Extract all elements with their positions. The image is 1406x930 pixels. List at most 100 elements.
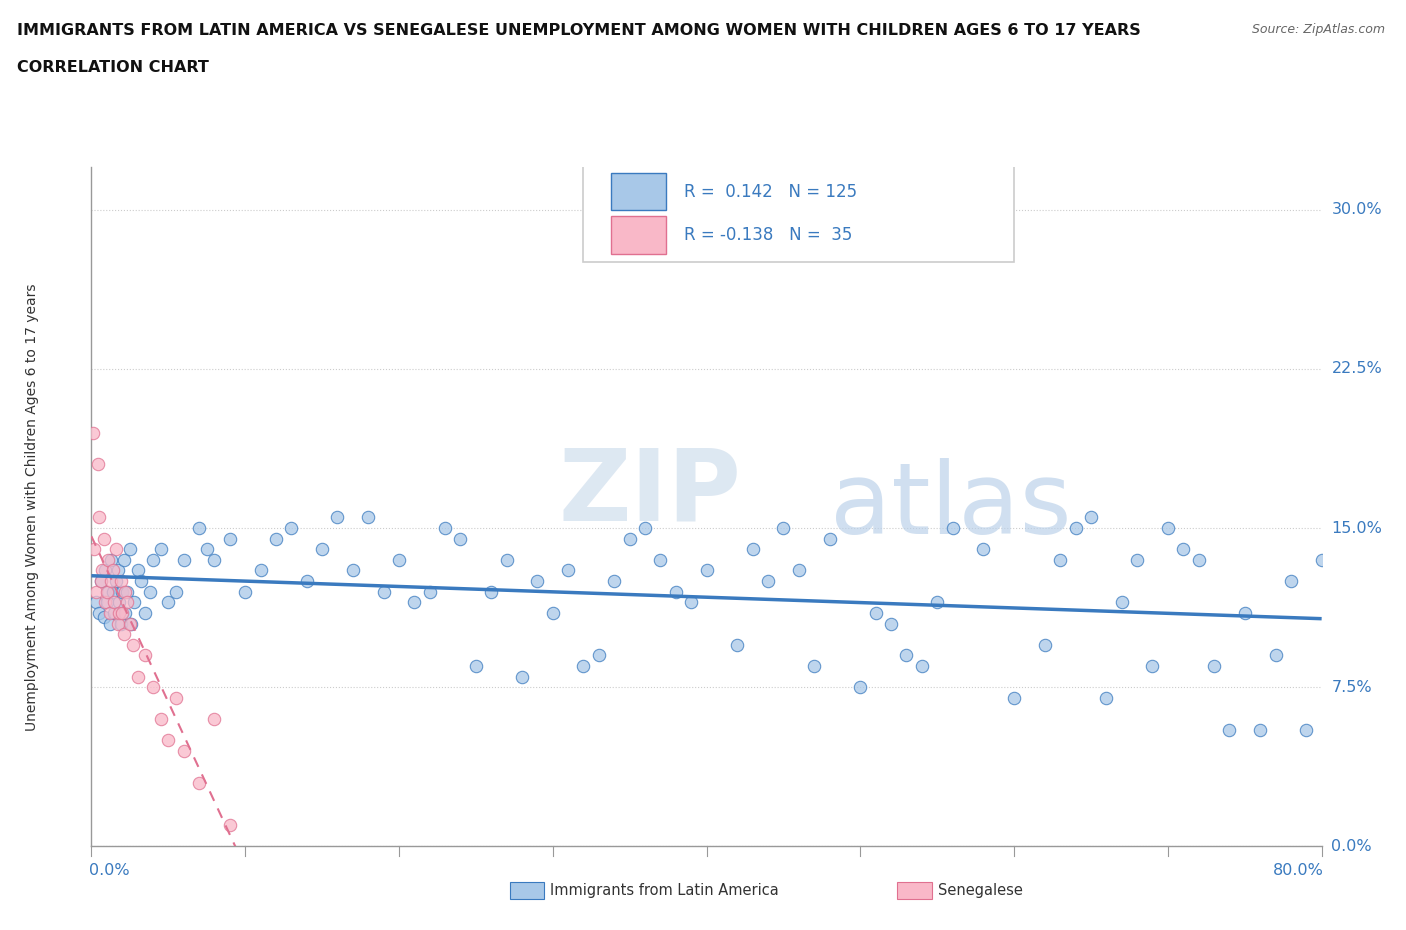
Text: CORRELATION CHART: CORRELATION CHART xyxy=(17,60,208,75)
Point xyxy=(434,521,457,536)
Point xyxy=(1033,637,1056,652)
Point xyxy=(1080,510,1102,525)
Point xyxy=(97,552,120,567)
Point xyxy=(326,510,349,525)
Point xyxy=(112,552,135,567)
Point xyxy=(114,584,136,599)
Point xyxy=(118,616,141,631)
Point xyxy=(87,510,110,525)
Point xyxy=(1187,552,1209,567)
Point xyxy=(264,531,287,546)
Point xyxy=(188,776,211,790)
Point xyxy=(94,563,117,578)
FancyBboxPatch shape xyxy=(610,173,666,210)
Point xyxy=(97,584,120,599)
Point xyxy=(1279,574,1302,589)
Point xyxy=(1233,605,1256,620)
Text: 0.0%: 0.0% xyxy=(89,863,129,878)
Point xyxy=(1095,690,1118,705)
Point xyxy=(105,574,127,589)
Point xyxy=(149,542,172,557)
Text: 7.5%: 7.5% xyxy=(1331,680,1372,695)
Point xyxy=(94,595,117,610)
Point xyxy=(101,584,124,599)
Point xyxy=(404,595,426,610)
Point xyxy=(249,563,271,578)
Point xyxy=(357,510,380,525)
Point xyxy=(880,616,903,631)
Point xyxy=(295,574,318,589)
Text: ZIP: ZIP xyxy=(558,445,742,542)
Point xyxy=(218,531,240,546)
Point xyxy=(139,584,162,599)
Point xyxy=(112,627,135,642)
Point xyxy=(173,552,195,567)
Point xyxy=(1295,723,1317,737)
FancyBboxPatch shape xyxy=(583,164,1014,262)
Point xyxy=(165,584,187,599)
Point xyxy=(98,616,121,631)
Point xyxy=(93,531,115,546)
Point xyxy=(1264,648,1286,663)
Point xyxy=(510,670,533,684)
FancyBboxPatch shape xyxy=(610,216,666,254)
Point xyxy=(681,595,703,610)
Point xyxy=(188,521,211,536)
Point xyxy=(202,711,225,726)
Point xyxy=(449,531,471,546)
Point xyxy=(157,733,180,748)
Point xyxy=(127,563,149,578)
Point xyxy=(1173,542,1195,557)
Point xyxy=(84,584,107,599)
Point xyxy=(1111,595,1133,610)
Point xyxy=(541,605,564,620)
Point xyxy=(108,595,131,610)
Point xyxy=(419,584,441,599)
Point xyxy=(665,584,688,599)
Text: 22.5%: 22.5% xyxy=(1331,362,1382,377)
Point xyxy=(96,595,118,610)
FancyBboxPatch shape xyxy=(897,883,932,898)
Point xyxy=(342,563,364,578)
Point xyxy=(108,605,131,620)
Point xyxy=(129,574,152,589)
Point xyxy=(195,542,218,557)
Point xyxy=(941,521,963,536)
Point xyxy=(100,574,122,589)
Point xyxy=(1002,690,1025,705)
Point xyxy=(134,605,156,620)
Point xyxy=(557,563,579,578)
Point xyxy=(756,574,779,589)
Point xyxy=(86,457,108,472)
Point xyxy=(1126,552,1149,567)
Point xyxy=(111,584,134,599)
Point xyxy=(103,595,125,610)
Point xyxy=(122,637,145,652)
Point xyxy=(218,817,240,832)
Text: 30.0%: 30.0% xyxy=(1331,203,1382,218)
Text: Senegalese: Senegalese xyxy=(938,883,1022,898)
Point xyxy=(93,610,115,625)
Point xyxy=(1142,658,1164,673)
Point xyxy=(84,595,107,610)
Point xyxy=(134,648,156,663)
Point xyxy=(725,637,748,652)
Point xyxy=(634,521,657,536)
Point xyxy=(87,605,110,620)
Point xyxy=(1310,552,1333,567)
Point xyxy=(603,574,626,589)
Point xyxy=(127,670,149,684)
Point xyxy=(464,658,486,673)
FancyBboxPatch shape xyxy=(509,883,544,898)
Text: Source: ZipAtlas.com: Source: ZipAtlas.com xyxy=(1251,23,1385,36)
Point xyxy=(173,743,195,758)
Point xyxy=(588,648,610,663)
Point xyxy=(142,680,165,695)
Point xyxy=(373,584,395,599)
Point xyxy=(849,680,872,695)
Point xyxy=(142,552,165,567)
Point xyxy=(619,531,641,546)
Point xyxy=(91,563,114,578)
Point xyxy=(110,574,132,589)
Text: IMMIGRANTS FROM LATIN AMERICA VS SENEGALESE UNEMPLOYMENT AMONG WOMEN WITH CHILDR: IMMIGRANTS FROM LATIN AMERICA VS SENEGAL… xyxy=(17,23,1140,38)
